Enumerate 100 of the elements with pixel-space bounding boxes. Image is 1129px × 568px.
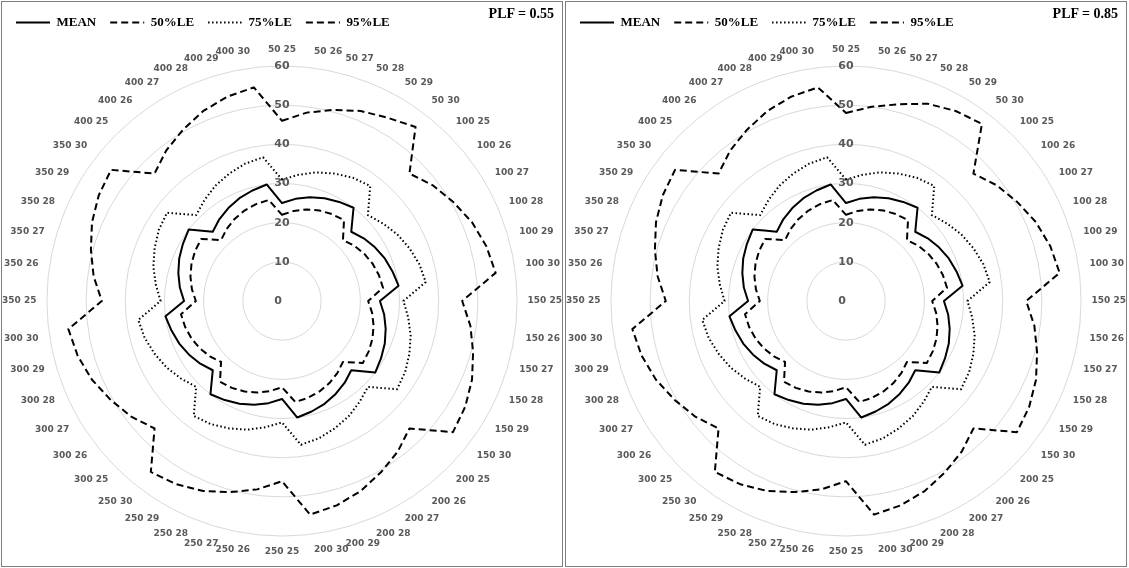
spoke-label: 400 27 (688, 77, 724, 88)
spoke-label: 200 27 (404, 513, 440, 524)
spoke-label: 200 27 (968, 513, 1004, 524)
spoke-label: 150 25 (1091, 295, 1127, 306)
y-tick-label: 50 (838, 97, 854, 111)
spoke-label: 350 27 (10, 226, 45, 237)
spoke-label: 300 27 (34, 423, 70, 434)
spoke-label: 350 30 (616, 140, 652, 151)
legend-label: MEAN (620, 13, 661, 29)
spoke-label: 250 26 (779, 544, 814, 555)
spoke-label: 50 27 (345, 52, 374, 63)
spoke-label: 100 25 (1019, 116, 1055, 127)
spoke-label: 100 28 (1072, 195, 1108, 206)
spoke-label: 250 29 (688, 513, 724, 524)
spoke-label: 300 30 (4, 332, 39, 343)
legend-label: 95%LE (910, 13, 954, 29)
spoke-label: 350 30 (52, 140, 88, 151)
y-tick-label: 0 (274, 293, 283, 307)
y-tick-label: 40 (274, 137, 290, 151)
spoke-label: 400 28 (717, 63, 753, 74)
spoke-label: 150 27 (519, 364, 554, 375)
spoke-label: 150 29 (494, 423, 530, 434)
spoke-label: 150 30 (476, 450, 512, 461)
spoke-label: 100 27 (494, 167, 530, 178)
spoke-label: 100 25 (455, 116, 491, 127)
spoke-label: 250 28 (717, 527, 753, 538)
spoke-label: 300 25 (73, 474, 109, 485)
spoke-label: 150 27 (1083, 364, 1118, 375)
chart-title: PLF = 0.85 (1052, 6, 1118, 22)
spoke-label: 350 26 (568, 257, 603, 268)
spoke-label: 200 25 (1019, 474, 1055, 485)
spoke-label: 50 26 (878, 46, 907, 57)
spoke-label: 50 29 (404, 77, 433, 88)
spoke-label: 200 26 (431, 495, 466, 506)
legend-label: 75%LE (812, 13, 856, 29)
spoke-label: 150 25 (527, 295, 563, 306)
y-tick-label: 0 (838, 293, 847, 307)
spoke-label: 150 26 (525, 332, 560, 343)
spoke-label: 350 29 (598, 167, 634, 178)
spoke-label: 300 30 (568, 332, 603, 343)
y-tick-label: 60 (274, 58, 290, 72)
legend-label: 75%LE (248, 13, 292, 29)
spoke-label: 350 28 (584, 195, 620, 206)
spoke-label: 150 28 (1072, 394, 1108, 405)
spoke-label: 250 30 (662, 495, 697, 506)
spoke-label: 400 27 (124, 77, 160, 88)
spoke-label: 350 29 (34, 167, 70, 178)
legend-label: 50%LE (714, 13, 759, 29)
y-tick-label: 20 (838, 215, 854, 229)
spoke-label: 300 26 (616, 450, 652, 461)
spoke-label: 50 29 (968, 77, 997, 88)
spoke-label: 50 28 (939, 63, 969, 74)
spoke-label: 400 26 (98, 95, 133, 106)
spoke-label: 400 28 (153, 63, 189, 74)
chart-title: PLF = 0.55 (488, 6, 554, 22)
spoke-label: 150 30 (1040, 450, 1076, 461)
spoke-label: 400 25 (637, 116, 673, 127)
spoke-label: 350 26 (4, 257, 39, 268)
spoke-label: 50 26 (314, 46, 343, 57)
y-tick-label: 30 (838, 176, 854, 190)
spoke-label: 200 25 (455, 474, 491, 485)
spoke-label: 300 27 (598, 423, 634, 434)
spoke-label: 100 29 (1083, 226, 1118, 237)
spoke-label: 250 28 (153, 527, 189, 538)
spoke-label: 300 29 (574, 364, 609, 375)
spoke-label: 200 28 (375, 527, 411, 538)
spoke-label: 100 26 (1040, 140, 1076, 151)
spoke-label: 50 27 (909, 52, 938, 63)
spoke-label: 100 27 (1058, 167, 1094, 178)
spoke-label: 350 25 (1, 295, 37, 306)
spoke-label: 50 25 (267, 44, 297, 55)
spoke-label: 300 26 (52, 450, 88, 461)
spoke-label: 50 30 (431, 95, 460, 106)
spoke-label: 350 25 (565, 295, 601, 306)
spoke-label: 350 27 (574, 226, 609, 237)
legend-label: MEAN (56, 13, 97, 29)
spoke-label: 100 30 (525, 257, 560, 268)
y-tick-label: 40 (838, 137, 854, 151)
spoke-label: 50 28 (375, 63, 405, 74)
y-tick-label: 30 (274, 176, 290, 190)
spoke-label: 100 29 (519, 226, 554, 237)
y-tick-label: 60 (838, 58, 854, 72)
spoke-label: 250 29 (124, 513, 160, 524)
spoke-label: 100 26 (476, 140, 512, 151)
y-tick-label: 10 (274, 254, 290, 268)
spoke-label: 50 25 (831, 44, 861, 55)
spoke-label: 350 28 (20, 195, 56, 206)
spoke-label: 300 28 (584, 394, 620, 405)
spoke-label: 50 30 (995, 95, 1024, 106)
spoke-label: 200 26 (995, 495, 1030, 506)
spoke-label: 400 25 (73, 116, 109, 127)
spoke-label: 300 29 (10, 364, 45, 375)
legend-label: 50%LE (150, 13, 195, 29)
spoke-label: 100 28 (508, 195, 544, 206)
spoke-label: 250 26 (215, 544, 250, 555)
spoke-label: 150 26 (1089, 332, 1124, 343)
legend-label: 95%LE (346, 13, 390, 29)
spoke-label: 100 30 (1089, 257, 1124, 268)
y-tick-label: 10 (838, 254, 854, 268)
y-tick-label: 20 (274, 215, 290, 229)
